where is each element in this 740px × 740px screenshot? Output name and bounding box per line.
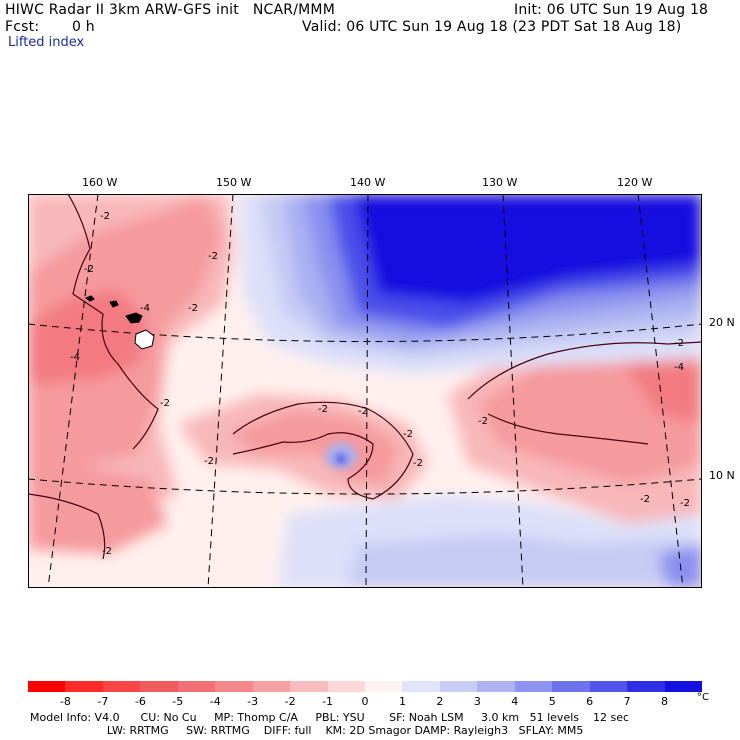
contour-label: -2 [413, 458, 423, 469]
colorbar-cell [290, 681, 329, 692]
forecast-label: Fcst: [5, 19, 40, 35]
colorbar-cell [664, 681, 703, 692]
footer-model-info: Model Info: V4.0 CU: No Cu MP: Thomp C/A… [30, 711, 630, 724]
lon-label-130w: 130 W [482, 176, 518, 189]
graticule [28, 194, 702, 588]
hawaii-island-1 [84, 295, 95, 302]
colorbar-tick-label: -6 [134, 695, 146, 708]
colorbar-tick-label: -3 [247, 695, 259, 708]
colorbar-tick-label: 4 [511, 695, 519, 708]
contour-label: -2 [204, 456, 214, 467]
colorbar-tick-label: 6 [586, 695, 594, 708]
contour-lines [28, 194, 702, 560]
colorbar-tick-label: 5 [548, 695, 556, 708]
model-title: HIWC Radar II 3km ARW-GFS init NCAR/MMM [5, 2, 335, 18]
colorbar-tick-label: 8 [661, 695, 669, 708]
contour-label: -2 [478, 416, 488, 427]
contour-labels: -2 -2 -2 -2 -4 -4 -2 -2 -2 -2 -2 -2 -2 -… [70, 211, 690, 557]
colorbar-cell [589, 681, 628, 692]
contour-label: -2 [188, 303, 198, 314]
convective-cell [325, 443, 357, 469]
lon-label-150w: 150 W [216, 176, 252, 189]
colorbar-unit: °C [697, 692, 709, 703]
hawaii-island-big [134, 329, 155, 350]
colorbar-cell [552, 681, 591, 692]
colorbar-tick-label: -7 [97, 695, 109, 708]
colorbar-cell [65, 681, 104, 692]
hawaii-island-2 [109, 300, 119, 308]
colorbar-cell [365, 681, 403, 692]
colorbar-tick-label: -4 [209, 695, 221, 708]
contour-label: -4 [70, 352, 80, 363]
contour-west [67, 194, 159, 450]
colorbar-tick-label: 0 [361, 695, 369, 708]
colorbar-cell [514, 681, 553, 692]
contour-label: -2 [640, 494, 650, 505]
contour-label: -2 [100, 211, 110, 222]
colorbar-tick-label: 7 [623, 695, 631, 708]
colorbar-cell [215, 681, 254, 692]
colorbar-tick-label: -1 [322, 695, 334, 708]
map-frame [28, 194, 702, 588]
colorbar-tick-label: 2 [436, 695, 444, 708]
colorbar-cell [327, 681, 366, 692]
colorbar-cell [102, 681, 141, 692]
valid-time: Valid: 06 UTC Sun 19 Aug 18 (23 PDT Sat … [302, 19, 682, 35]
forecast-value: 0 h [72, 19, 95, 35]
contour-label: -2 [680, 498, 690, 509]
colorbar-tick-label: 3 [473, 695, 481, 708]
colorbar-cell [177, 681, 216, 692]
contour-label: -2 [674, 338, 684, 349]
contour-label: -2 [318, 404, 328, 415]
colorbar-tick-label: 1 [398, 695, 406, 708]
colorbar-cell [439, 681, 478, 692]
contour-label: -2 [208, 251, 218, 262]
colorbar-cell [252, 681, 291, 692]
contour-label: -4 [140, 303, 150, 314]
lifted-index-map: -2 -2 -2 -2 -4 -4 -2 -2 -2 -2 -2 -2 -2 -… [28, 194, 702, 588]
colorbar-cell [28, 681, 66, 692]
colorbar-tick-label: -5 [172, 695, 184, 708]
contour-central [232, 401, 414, 500]
hawaii-islands [84, 295, 155, 350]
contour-label: -2 [160, 398, 170, 409]
colorbar-tick-label: -8 [59, 695, 71, 708]
contour-label: -2 [403, 429, 413, 440]
lat-label-20n: 20 N [709, 316, 735, 329]
contour-east [467, 341, 702, 445]
contour-label: -2 [84, 264, 94, 275]
contour-label: -2 [358, 406, 368, 417]
lon-label-140w: 140 W [350, 176, 386, 189]
lon-label-120w: 120 W [617, 176, 653, 189]
footer-physics-info: LW: RRTMG SW: RRTMG DIFF: full KM: 2D Sm… [30, 724, 584, 737]
hawaii-island-3 [125, 312, 143, 324]
lon-label-160w: 160 W [82, 176, 118, 189]
contour-label: -4 [674, 362, 684, 373]
field-shading [28, 194, 702, 588]
colorbar-cell [140, 681, 179, 692]
init-time: Init: 06 UTC Sun 19 Aug 18 [514, 2, 709, 18]
colorbar-tick-label: -2 [284, 695, 296, 708]
contour-south [28, 493, 106, 560]
colorbar-cell [477, 681, 516, 692]
field-name: Lifted index [8, 35, 85, 50]
lat-label-10n: 10 N [709, 469, 735, 482]
colorbar-cell [402, 681, 441, 692]
contour-label: -2 [102, 546, 112, 557]
colorbar-cell [627, 681, 666, 692]
